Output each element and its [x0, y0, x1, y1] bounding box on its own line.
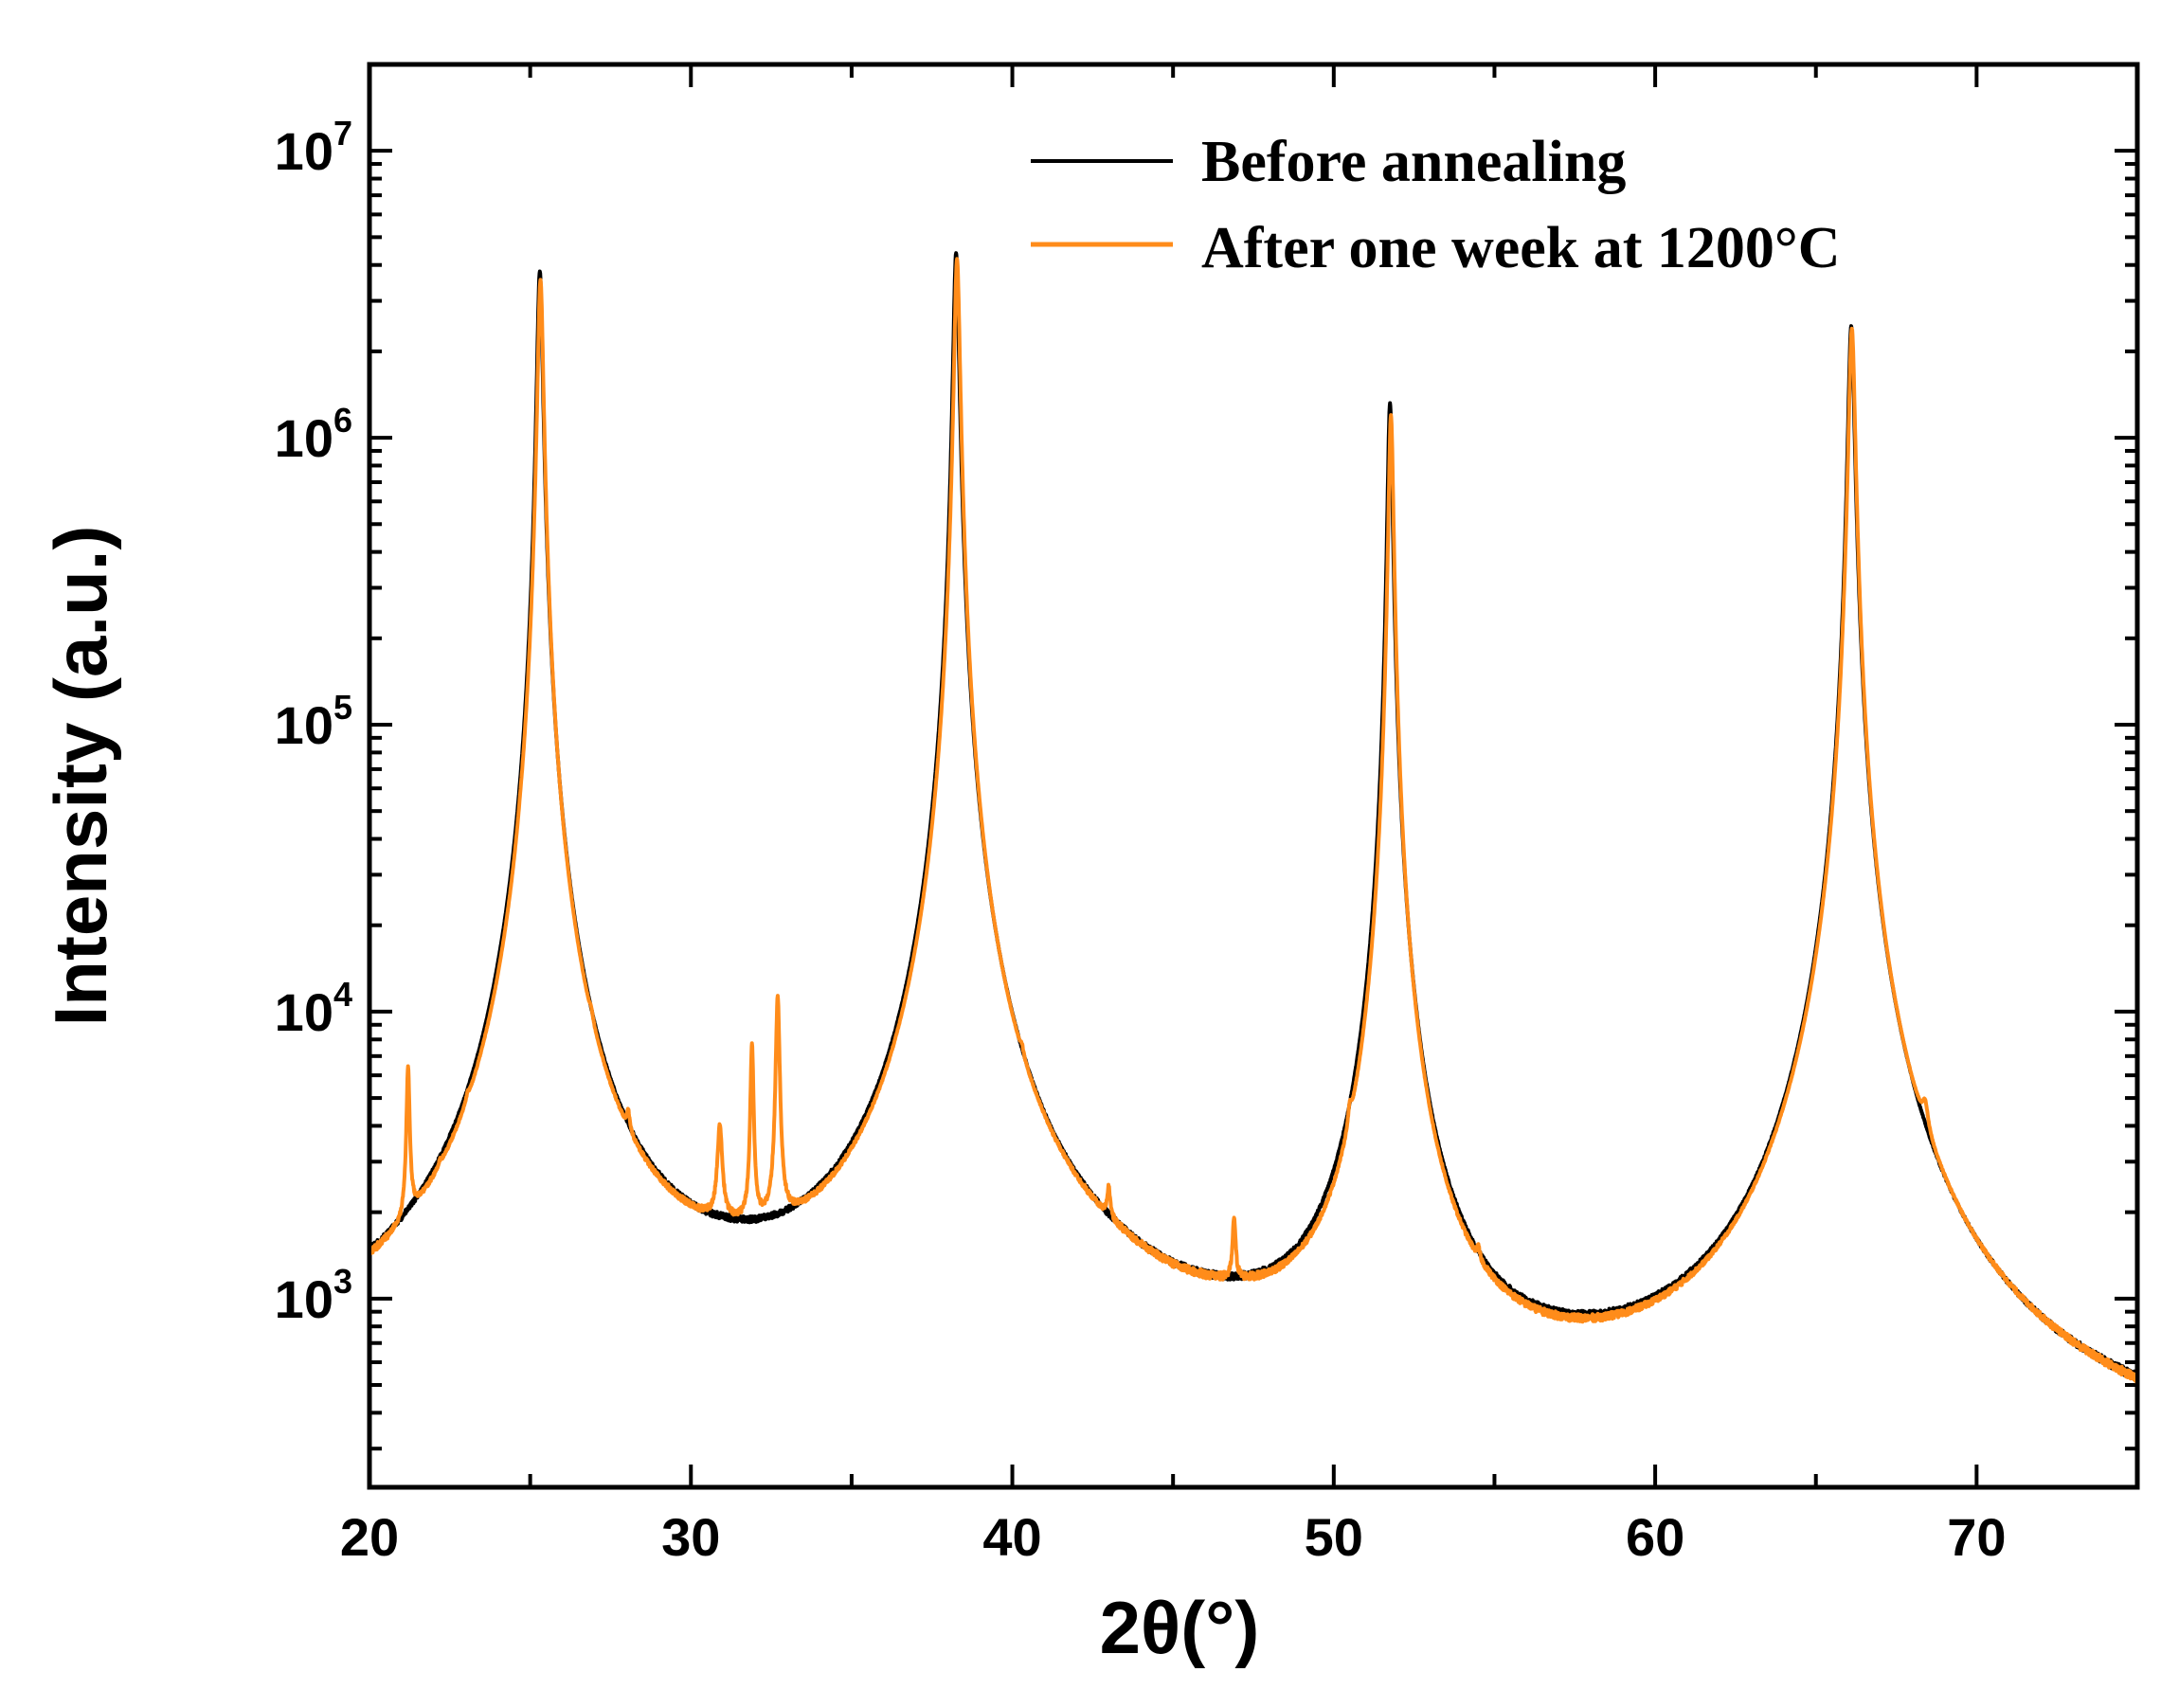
x-tick-label: 60 [1626, 1507, 1684, 1567]
plot-frame [367, 62, 2140, 1490]
x-tick-label: 50 [1305, 1507, 1363, 1567]
y-axis-ticks: 103 104 105 106 107 [275, 63, 2137, 1451]
x-axis-title: 2θ(°) [1100, 1586, 1260, 1669]
y-tick-label: 104 [275, 975, 352, 1042]
y-tick-label: 107 [275, 114, 352, 181]
series-line-after-annealing [371, 257, 2135, 1384]
legend: Before annealing After one week at 1200°… [1031, 130, 1841, 280]
legend-label-before-annealing: Before annealing [1201, 130, 1626, 194]
y-axis-title: Intensity (a.u.) [39, 526, 122, 1027]
y-tick-label: 106 [275, 401, 352, 468]
x-tick-label: 30 [661, 1507, 720, 1567]
x-tick-label: 20 [340, 1507, 399, 1567]
x-tick-label: 70 [1947, 1507, 2006, 1567]
x-tick-label: 40 [982, 1507, 1041, 1567]
y-tick-label: 105 [275, 688, 352, 755]
x-axis-ticks: 20 30 40 50 60 70 [340, 64, 2139, 1567]
y-tick-label: 103 [275, 1262, 352, 1329]
legend-label-after-annealing: After one week at 1200°C [1201, 216, 1841, 280]
